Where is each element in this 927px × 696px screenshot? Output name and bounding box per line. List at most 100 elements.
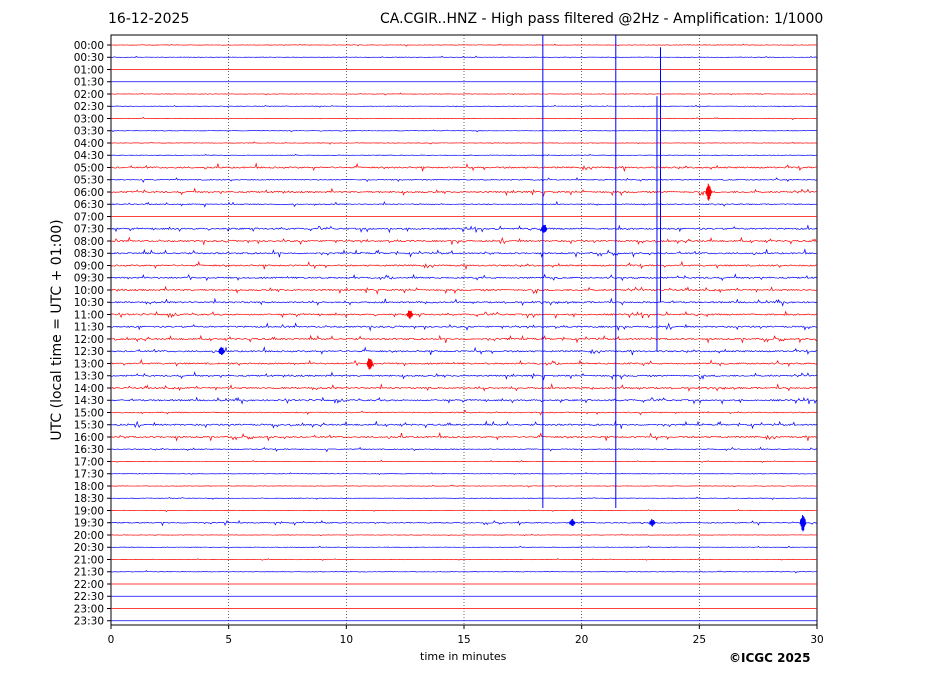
y-tick-label: 20:30 <box>74 542 104 554</box>
y-tick-label: 11:30 <box>74 322 104 334</box>
trace-row <box>110 92 818 96</box>
x-tick-label: 0 <box>108 634 115 646</box>
y-tick-label: 17:00 <box>74 456 104 468</box>
y-tick-label: 21:30 <box>74 567 104 579</box>
x-tick-label: 25 <box>693 634 706 646</box>
y-tick-label: 07:30 <box>74 224 104 236</box>
y-tick-label: 05:00 <box>74 162 104 174</box>
event-spike <box>705 183 713 201</box>
y-tick-label: 12:00 <box>74 334 104 346</box>
trace-row <box>110 248 818 259</box>
y-tick-label: 20:00 <box>74 530 104 542</box>
event-spike <box>218 346 226 356</box>
y-tick-label: 14:30 <box>74 395 104 407</box>
y-tick-label: 16:30 <box>74 444 104 456</box>
y-axis-label: UTC (local time = UTC + 01:00) <box>49 219 65 441</box>
trace-row <box>110 43 818 47</box>
y-tick-label: 11:00 <box>74 309 104 321</box>
trace-row <box>110 116 818 121</box>
x-axis-label: time in minutes <box>420 650 507 663</box>
trace-row <box>110 260 818 270</box>
trace-row <box>110 383 818 392</box>
y-tick-label: 13:30 <box>74 371 104 383</box>
y-tick-label: 15:30 <box>74 420 104 432</box>
trace-row <box>110 187 818 197</box>
y-tick-label: 18:00 <box>74 481 104 493</box>
y-tick-label: 02:30 <box>74 101 104 113</box>
trace-row <box>110 545 818 549</box>
trace-row <box>110 396 818 405</box>
y-tick-label: 23:00 <box>74 603 104 615</box>
y-tick-label: 23:30 <box>74 616 104 628</box>
trace-row <box>110 558 818 561</box>
trace-row <box>110 446 818 453</box>
y-tick-label: 00:30 <box>74 52 104 64</box>
trace-row <box>110 358 818 367</box>
chart-title: CA.CGIR..HNZ - High pass filtered @2Hz -… <box>380 11 824 27</box>
trace-row <box>110 334 818 344</box>
trace-row <box>110 509 818 513</box>
y-tick-label: 19:00 <box>74 505 104 517</box>
trace-row <box>110 472 818 475</box>
trace-row <box>110 236 818 246</box>
y-tick-label: 05:30 <box>74 175 104 187</box>
y-tick-label: 01:00 <box>74 64 104 76</box>
trace-row <box>110 570 818 574</box>
y-tick-label: 13:00 <box>74 358 104 370</box>
y-tick-label: 04:30 <box>74 150 104 162</box>
y-tick-label: 15:00 <box>74 407 104 419</box>
trace-row <box>110 141 818 145</box>
event-spike <box>540 224 548 233</box>
y-tick-label: 19:30 <box>74 518 104 530</box>
x-tick-label: 15 <box>457 634 470 646</box>
trace-row <box>110 273 818 282</box>
trace-row <box>110 346 818 356</box>
trace-row <box>110 484 817 488</box>
trace-row <box>110 55 818 59</box>
trace-row <box>110 129 818 133</box>
trace-row <box>110 420 818 430</box>
copyright-label: ©ICGC 2025 <box>729 651 811 665</box>
y-tick-label: 16:00 <box>74 432 104 444</box>
y-tick-label: 14:00 <box>74 383 104 395</box>
trace-row <box>110 177 818 183</box>
y-tick-label: 01:30 <box>74 77 104 89</box>
y-tick-label: 22:00 <box>74 579 104 591</box>
trace-row <box>110 496 818 500</box>
x-tick-label: 20 <box>575 634 588 646</box>
x-tick-label: 5 <box>225 634 232 646</box>
y-tick-label: 10:00 <box>74 285 104 297</box>
trace-row <box>110 322 818 332</box>
x-tick-label: 30 <box>810 634 823 646</box>
y-tick-label: 06:00 <box>74 187 104 199</box>
y-tick-label: 09:00 <box>74 260 104 272</box>
y-tick-label: 18:30 <box>74 493 104 505</box>
y-tick-label: 07:00 <box>74 211 104 223</box>
trace-row <box>110 431 818 442</box>
trace-row <box>110 520 818 527</box>
y-tick-label: 03:30 <box>74 126 104 138</box>
y-tick-label: 03:00 <box>74 113 104 125</box>
event-spike <box>799 515 807 532</box>
y-tick-label: 02:00 <box>74 89 104 101</box>
trace-row <box>110 297 818 307</box>
event-spike <box>568 518 576 527</box>
trace-row <box>110 224 818 234</box>
y-tick-label: 22:30 <box>74 591 104 603</box>
y-tick-label: 00:00 <box>74 40 104 52</box>
y-tick-label: 08:30 <box>74 248 104 260</box>
trace-row <box>110 409 818 416</box>
y-tick-label: 21:00 <box>74 554 104 566</box>
event-spike <box>366 358 374 370</box>
trace-row <box>110 104 818 108</box>
event-spike <box>406 310 414 320</box>
trace-row <box>110 310 818 319</box>
y-tick-label: 06:30 <box>74 199 104 211</box>
y-tick-label: 12:30 <box>74 346 104 358</box>
trace-row <box>110 162 818 172</box>
trace-row <box>110 200 818 208</box>
y-tick-label: 10:30 <box>74 297 104 309</box>
event-spike <box>648 518 656 527</box>
trace-row <box>110 285 818 295</box>
